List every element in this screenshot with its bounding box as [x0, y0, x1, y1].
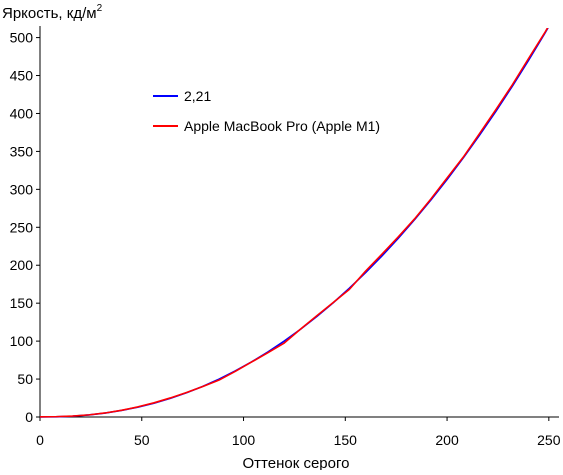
x-tick-label: 150	[334, 432, 358, 448]
x-axis-label: Оттенок серого	[243, 455, 350, 470]
series-line-2	[40, 28, 549, 418]
y-tick-label: 400	[10, 105, 34, 121]
x-tick-label: 100	[232, 432, 256, 448]
y-tick-label: 300	[10, 181, 34, 197]
y-tick-label: 250	[10, 219, 34, 235]
axes: 0 50 100 150 200 250 300 350 400 450 500 0 50 100 150 2…	[10, 26, 561, 448]
y-axis-label: Яркость, кд/м2	[2, 3, 103, 22]
x-tick-label: 50	[134, 432, 150, 448]
y-tick-label: 150	[10, 295, 34, 311]
y-tick-label: 100	[10, 333, 34, 349]
y-tick-label: 350	[10, 143, 34, 159]
y-axis-label-superscript: 2	[97, 3, 103, 14]
legend-label-1: 2,21	[184, 88, 211, 104]
x-tick-label: 200	[435, 432, 459, 448]
y-tick-label: 500	[10, 30, 34, 46]
legend: 2,21 Apple MacBook Pro (Apple M1)	[153, 88, 380, 134]
y-tick-label: 450	[10, 68, 34, 84]
y-tick-label: 200	[10, 257, 34, 273]
series-line-1	[40, 28, 549, 418]
x-tick-label: 250	[537, 432, 561, 448]
series-lines	[40, 28, 549, 418]
y-tick-label: 0	[25, 409, 33, 425]
y-tick-label: 50	[17, 371, 33, 387]
legend-label-2: Apple MacBook Pro (Apple M1)	[184, 118, 380, 134]
x-tick-label: 0	[36, 432, 44, 448]
